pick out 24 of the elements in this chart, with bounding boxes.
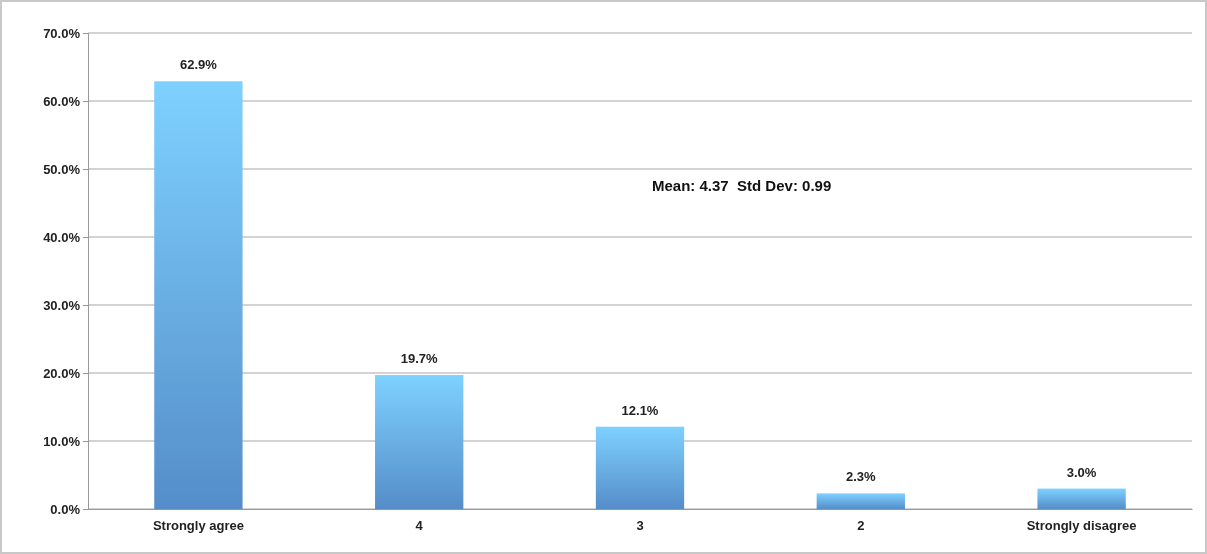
x-tick-label: Strongly agree: [152, 518, 244, 534]
y-tick-label: 50.0%: [43, 161, 81, 177]
y-tick-label: 20.0%: [43, 365, 81, 381]
y-tick-label: 70.0%: [43, 25, 81, 41]
y-tick-label: 10.0%: [43, 433, 81, 449]
bar: [816, 493, 905, 509]
bar: [375, 375, 464, 509]
x-tick-label: 2: [857, 518, 865, 534]
y-tick-label: 0.0%: [50, 501, 81, 517]
bar: [154, 81, 243, 509]
x-tick-label: Strongly disagree: [1026, 518, 1137, 534]
bar: [1037, 488, 1126, 509]
x-tick-label: 3: [636, 518, 644, 534]
x-tick-label: 4: [415, 518, 424, 534]
y-tick-label: 60.0%: [43, 93, 81, 109]
data-label: 62.9%: [179, 57, 218, 73]
data-label: 12.1%: [621, 402, 659, 418]
bar: [595, 426, 685, 509]
data-label: 3.0%: [1066, 464, 1097, 480]
y-tick-label: 30.0%: [43, 297, 81, 313]
y-tick-label: 40.0%: [43, 229, 81, 245]
data-label: 2.3%: [845, 469, 877, 485]
data-label: 19.7%: [400, 351, 439, 367]
annotation: Mean: 4.37 Std Dev: 0.99: [652, 177, 832, 194]
